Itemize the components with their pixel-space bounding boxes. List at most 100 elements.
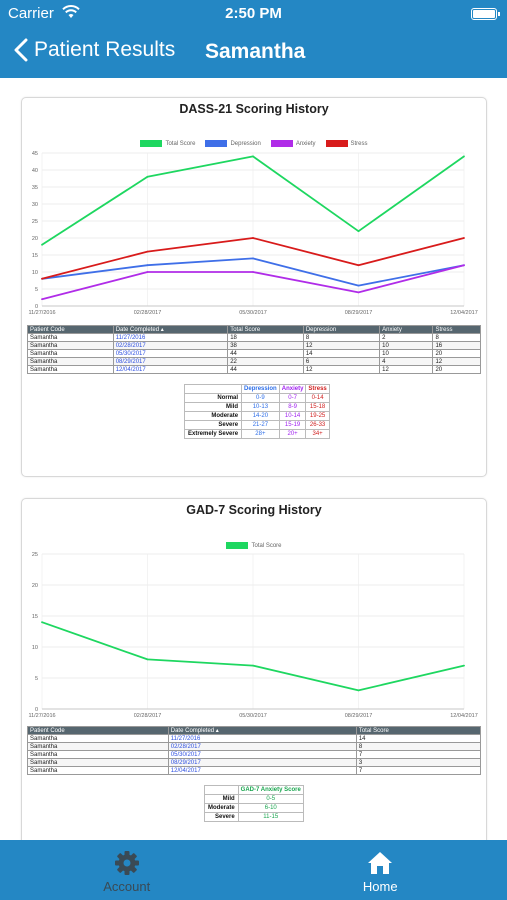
dass-legend-swatch — [205, 140, 228, 147]
results-scroll-view[interactable]: DASS-21 Scoring History Total Score Depre… — [0, 78, 507, 840]
gad-data-point[interactable] — [41, 621, 43, 624]
table-cell: Samantha — [27, 734, 169, 743]
tab-home[interactable]: Home — [254, 840, 507, 900]
dass-column-header: Total Score — [227, 325, 304, 334]
table-cell: Samantha — [27, 758, 169, 767]
table-cell: 12 — [302, 341, 381, 350]
gad-legend-item[interactable]: Total Score — [226, 542, 282, 549]
dass-scale-row: Normal 0-9 0-7 0-14 — [183, 393, 330, 403]
dass-data-point[interactable] — [252, 155, 254, 158]
dass-data-point[interactable] — [41, 243, 43, 246]
table-cell: 12/04/2017 — [167, 766, 357, 775]
navigation-bar: Patient Results Samantha — [0, 28, 507, 78]
tab-account-label: Account — [103, 879, 151, 894]
dass-legend-item[interactable]: Anxiety — [270, 140, 316, 147]
page-title: Samantha — [205, 40, 306, 63]
gad-data-point[interactable] — [146, 658, 149, 661]
dass-severity-range: 26-33 — [305, 420, 330, 430]
dass-data-point[interactable] — [357, 264, 360, 267]
gad-column-header[interactable]: Date Completed ▴ — [167, 726, 357, 735]
table-cell: 22 — [227, 357, 304, 366]
dass-history-card: DASS-21 Scoring History Total Score Depre… — [21, 97, 487, 477]
gad-data-point[interactable] — [463, 664, 465, 667]
gad-x-tick-label: 12/04/2017 — [450, 713, 478, 719]
dass-severity-range: 34+ — [305, 429, 330, 439]
dass-x-tick-label: 05/30/2017 — [239, 310, 267, 316]
table-cell: 16 — [432, 341, 481, 350]
gad-x-tick-label: 08/29/2017 — [345, 713, 373, 719]
dass-data-point[interactable] — [146, 250, 149, 253]
table-row: Samantha 12/04/2017 44 12 12 20 — [27, 365, 481, 374]
table-cell: 8 — [432, 333, 481, 342]
dass-severity-range: 8-9 — [278, 402, 307, 412]
dass-y-tick-label: 25 — [32, 219, 38, 225]
tab-bar: Account Home — [0, 840, 507, 900]
dass-data-point[interactable] — [146, 175, 149, 178]
dass-severity-range: 0-7 — [278, 393, 307, 403]
table-cell: 2 — [379, 333, 434, 342]
dass-data-point[interactable] — [463, 237, 465, 239]
table-cell: Samantha — [27, 341, 114, 350]
dass-scale-row: Extremely Severe 28+ 20+ 34+ — [183, 429, 330, 439]
dass-data-point[interactable] — [357, 230, 360, 233]
dass-x-tick-label: 12/04/2017 — [450, 310, 478, 316]
dass-column-header: Stress — [432, 325, 481, 334]
table-cell: 02/28/2017 — [167, 742, 357, 751]
carrier-label: Carrier — [8, 5, 54, 22]
dass-data-point[interactable] — [41, 277, 43, 280]
dass-legend-item[interactable]: Stress — [325, 140, 368, 147]
gad-scale-row: Severe 11-15 — [204, 812, 304, 822]
dass-y-tick-label: 35 — [32, 185, 38, 191]
table-cell: 11/27/2016 — [112, 333, 229, 342]
table-cell: Samantha — [27, 750, 169, 759]
gad-scale-row: Moderate 6-10 — [204, 803, 304, 813]
dass-data-point[interactable] — [252, 257, 254, 260]
dass-data-point[interactable] — [463, 155, 465, 158]
table-cell: 05/30/2017 — [112, 349, 229, 358]
dass-severity-label: Extremely Severe — [183, 429, 243, 439]
table-cell: Samantha — [27, 742, 169, 751]
table-cell: 08/29/2017 — [167, 758, 357, 767]
dass-legend-item[interactable]: Total Score — [140, 140, 195, 147]
table-cell: 10 — [379, 349, 434, 358]
gad-x-tick-label: 11/27/2016 — [28, 713, 55, 719]
table-cell: 7 — [355, 766, 482, 775]
gad-chart-title: GAD-7 Scoring History — [186, 503, 322, 517]
dass-scale-row: Severe 21-27 15-19 26-33 — [183, 420, 330, 430]
dass-data-point[interactable] — [357, 291, 360, 294]
gad-data-point[interactable] — [252, 664, 254, 667]
gad-severity-label: Mild — [204, 794, 239, 804]
dass-data-point[interactable] — [41, 298, 43, 301]
gad-chart-legend: Total Score — [22, 542, 486, 549]
dass-data-point[interactable] — [146, 264, 149, 267]
gad-y-tick-label: 15 — [32, 614, 38, 620]
gad-y-tick-label: 0 — [35, 707, 38, 713]
table-cell: 12/04/2017 — [112, 365, 229, 374]
gad-x-tick-label: 05/30/2017 — [239, 713, 267, 719]
table-cell: 6 — [302, 357, 381, 366]
gad-column-header: Patient Code — [27, 726, 169, 735]
dass-x-tick-label: 08/29/2017 — [345, 310, 373, 316]
table-cell: 44 — [227, 365, 304, 374]
dass-column-header[interactable]: Date Completed ▴ — [112, 325, 229, 334]
table-cell: Samantha — [27, 349, 114, 358]
dass-data-point[interactable] — [146, 271, 149, 273]
dass-severity-range: 0-14 — [305, 393, 330, 403]
gad-severity-scale: GAD-7 Anxiety Score Mild 0-5 Moderate 6-10 S… — [204, 785, 304, 822]
wifi-icon — [62, 5, 80, 23]
dass-data-point[interactable] — [463, 264, 465, 267]
status-bar: Carrier 2:50 PM — [0, 0, 507, 28]
table-row: Samantha 02/28/2017 38 12 10 16 — [27, 341, 481, 350]
dass-data-point[interactable] — [252, 271, 254, 273]
table-row: Samantha 08/29/2017 22 6 4 12 — [27, 357, 481, 366]
gad-column-header: Total Score — [355, 726, 482, 735]
dass-line-chart: 0 5 10 15 20 25 30 35 40 45 11/27/2016 02/28/2017 05… — [28, 151, 478, 316]
gad-data-point[interactable] — [357, 689, 360, 692]
tab-account[interactable]: Account — [0, 840, 254, 900]
dass-data-point[interactable] — [357, 284, 360, 287]
dass-chart-title: DASS-21 Scoring History — [179, 102, 329, 116]
dass-legend-label: Anxiety — [295, 140, 316, 147]
dass-data-point[interactable] — [252, 237, 254, 239]
dass-legend-item[interactable]: Depression — [205, 140, 261, 147]
back-button[interactable]: Patient Results — [14, 38, 175, 62]
